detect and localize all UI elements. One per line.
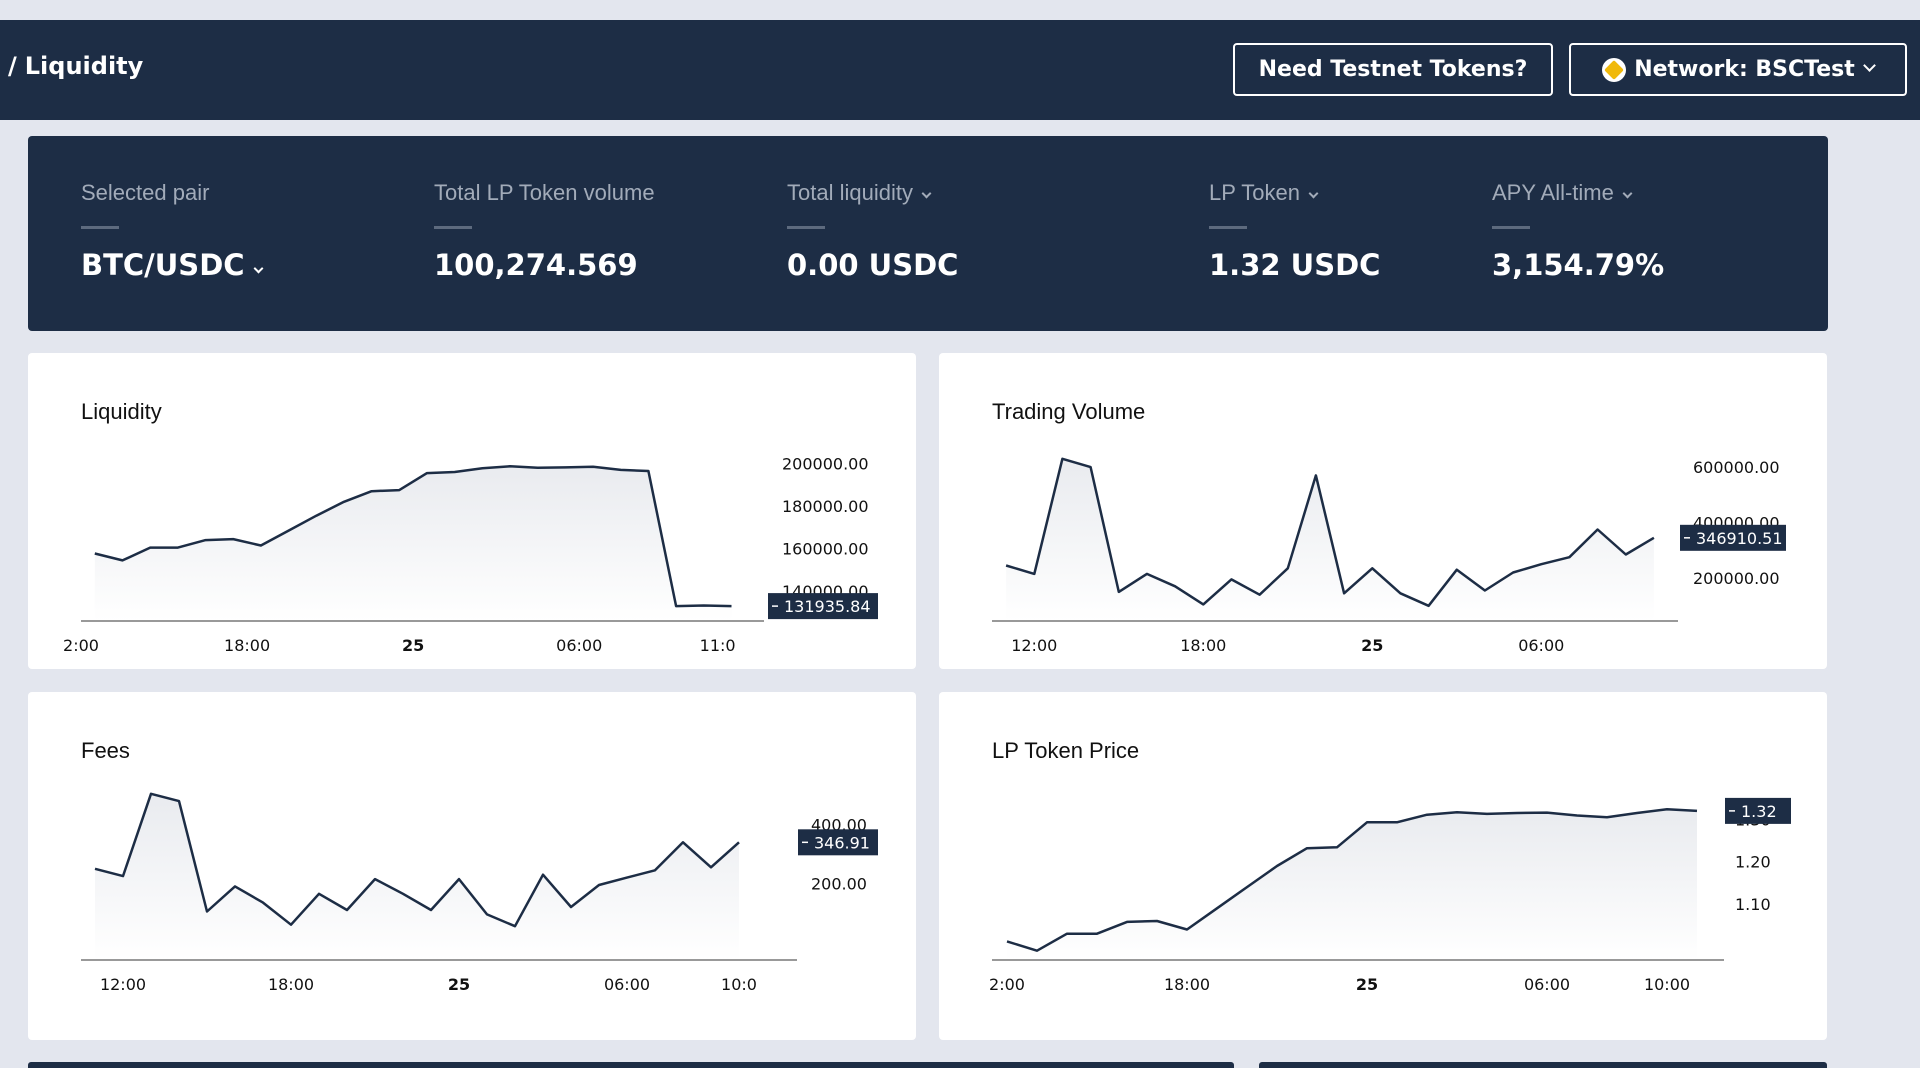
divider	[1492, 226, 1530, 229]
breadcrumb-current: Liquidity	[24, 52, 144, 80]
chart-title: Liquidity	[81, 399, 162, 424]
series-line	[1005, 457, 1655, 608]
last-value-label: 131935.84	[784, 597, 871, 616]
stat-label: Total liquidity	[787, 180, 913, 205]
x-tick-label: 06:00	[604, 975, 650, 994]
divider	[787, 226, 825, 229]
y-tick-label: 180000.00	[782, 497, 869, 516]
stat-value: 3,154.79%	[1492, 248, 1665, 282]
x-tick-label: 06:00	[1518, 636, 1564, 655]
x-tick-label: 2:00	[63, 636, 99, 655]
y-tick-label: 200000.00	[1693, 569, 1780, 588]
top-bar	[0, 20, 1920, 120]
stat-value: 1.32 USDC	[1209, 248, 1381, 282]
series-line	[94, 465, 732, 608]
series-area	[95, 793, 739, 960]
y-tick-label: 1.20	[1735, 853, 1771, 872]
last-value-tag	[798, 829, 878, 856]
stats-panel: Selected pair BTC/USDC Total LP Token vo…	[28, 136, 1828, 331]
last-value-tag	[1680, 524, 1786, 551]
last-value-label: 1.32	[1741, 802, 1777, 821]
x-tick-label: 11:0	[700, 636, 736, 655]
bottom-panel-right	[1259, 1062, 1827, 1068]
chart-title: Fees	[81, 738, 130, 763]
trading-volume-chart-card: Trading Volume 12:00 18:00 25 06:00 600000.0…	[939, 353, 1827, 669]
need-testnet-tokens-label: Need Testnet Tokens?	[1258, 57, 1528, 82]
pair-selector[interactable]: BTC/USDC	[81, 248, 264, 282]
x-tick-label: 18:00	[224, 636, 270, 655]
y-tick-label: 200.00	[811, 875, 867, 894]
x-tick-label: 25	[402, 636, 424, 655]
x-tick-label: 18:00	[1180, 636, 1226, 655]
lp-token-dropdown[interactable]: LP Token	[1209, 180, 1319, 206]
x-tick-label: 25	[1361, 636, 1383, 655]
divider	[1209, 226, 1247, 229]
last-value-label: 346910.51	[1696, 529, 1783, 548]
network-label: Network: BSCTest	[1634, 57, 1855, 82]
chevron-down-icon	[921, 188, 932, 199]
x-tick-label: 18:00	[1164, 975, 1210, 994]
fees-chart-card: Fees 12:00 18:00 25 06:00 10:0 400.00 200.00 34…	[28, 692, 916, 1040]
x-tick-label: 2:00	[989, 975, 1025, 994]
network-selector-button[interactable]: Network: BSCTest	[1569, 43, 1907, 96]
y-tick-label: 600000.00	[1693, 458, 1780, 477]
x-tick-label: 06:00	[1524, 975, 1570, 994]
total-liquidity-dropdown[interactable]: Total liquidity	[787, 180, 932, 206]
need-testnet-tokens-button[interactable]: Need Testnet Tokens?	[1233, 43, 1553, 96]
divider	[81, 226, 119, 229]
x-tick-label: 25	[1356, 975, 1378, 994]
chart-title: LP Token Price	[992, 738, 1140, 763]
x-tick-label: 10:0	[721, 975, 757, 994]
x-tick-label: 06:00	[556, 636, 602, 655]
stat-value: 0.00 USDC	[787, 248, 959, 282]
y-tick-label: 200000.00	[782, 455, 869, 474]
x-tick-label: 18:00	[268, 975, 314, 994]
series-area	[94, 466, 732, 621]
liquidity-chart-card: Liquidity 2:00 18:00 25 06:00 11:0 200000.00 1…	[28, 353, 916, 669]
chevron-down-icon	[253, 263, 264, 274]
stat-value: 100,274.569	[434, 248, 638, 282]
chevron-down-icon	[1622, 188, 1633, 199]
chevron-down-icon	[1308, 188, 1319, 199]
x-tick-label: 10:00	[1644, 975, 1690, 994]
series-line	[94, 792, 740, 928]
x-tick-label: 12:00	[1011, 636, 1057, 655]
last-value-tag	[768, 593, 878, 620]
chevron-down-icon	[1862, 59, 1876, 72]
trading-volume-chart[interactable]: 12:00 18:00 25 06:00600000.00400000.0020000…	[939, 353, 1827, 669]
stat-label: Selected pair	[81, 180, 210, 205]
stat-label: Total LP Token volume	[434, 180, 655, 205]
breadcrumb: / Liquidity	[8, 52, 143, 80]
divider	[434, 226, 472, 229]
last-value-tag	[1725, 797, 1791, 824]
series-line	[1006, 807, 1698, 952]
breadcrumb-separator: /	[8, 52, 17, 80]
stat-value: BTC/USDC	[81, 248, 245, 282]
chart-title: Trading Volume	[992, 399, 1146, 424]
liquidity-chart[interactable]: 2:00 18:00 25 06:00 11:0 200000.00 180000.00 16…	[28, 353, 916, 669]
stat-label: LP Token	[1209, 180, 1300, 205]
y-tick-label: 160000.00	[782, 540, 869, 559]
series-area	[1007, 809, 1697, 960]
stat-label: APY All-time	[1492, 180, 1614, 205]
lp-token-price-chart-card: LP Token Price 2:0018:002506:0010:001.30…	[939, 692, 1827, 1040]
apy-dropdown[interactable]: APY All-time	[1492, 180, 1633, 206]
bottom-panel-left	[28, 1062, 1234, 1068]
series-area	[1006, 458, 1654, 621]
last-value-label: 346.91	[814, 833, 870, 852]
x-tick-label: 12:00	[100, 975, 146, 994]
x-tick-label: 25	[448, 975, 470, 994]
bnb-coin-icon	[1602, 57, 1627, 82]
y-tick-label: 1.10	[1735, 895, 1771, 914]
